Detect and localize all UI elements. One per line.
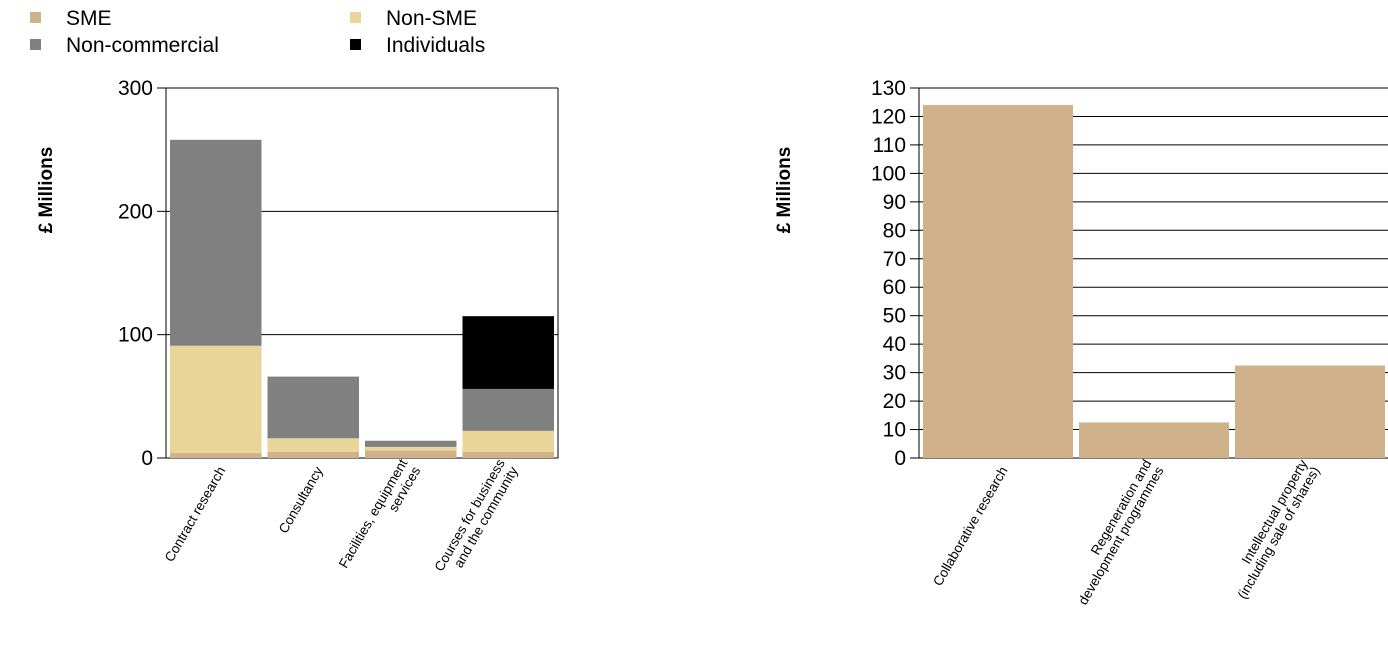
y-tick-label: 100 bbox=[871, 162, 906, 185]
bar-segment bbox=[462, 388, 554, 431]
bar-segment bbox=[462, 316, 554, 389]
bar-segment bbox=[365, 446, 457, 451]
x-category-label-group: Contract research bbox=[162, 464, 229, 564]
y-tick-label: 60 bbox=[883, 276, 906, 299]
legend-swatch bbox=[350, 12, 361, 23]
bar-segment bbox=[170, 453, 262, 458]
legend-label: Non-SME bbox=[386, 7, 477, 30]
y-tick-label: 20 bbox=[883, 390, 906, 413]
x-category-label: Facilities, equipment bbox=[336, 456, 411, 570]
legend-label: SME bbox=[66, 7, 112, 30]
bar-segment bbox=[365, 450, 457, 458]
bar-segment bbox=[365, 440, 457, 447]
y-axis-label: £ Millions bbox=[36, 147, 57, 234]
y-tick-label: 100 bbox=[118, 324, 153, 347]
bar-segment bbox=[267, 451, 359, 458]
bar-segment bbox=[1079, 422, 1229, 458]
x-category-label-group: Collaborative research bbox=[930, 464, 1011, 588]
bar-segment bbox=[170, 345, 262, 454]
bar-segment bbox=[267, 438, 359, 452]
y-tick-label: 0 bbox=[894, 447, 906, 470]
x-category-label: Contract research bbox=[162, 464, 229, 564]
y-tick-label: 40 bbox=[883, 333, 906, 356]
y-tick-label: 300 bbox=[118, 77, 153, 100]
legend-label: Individuals bbox=[386, 34, 485, 57]
bar-segment bbox=[462, 451, 554, 458]
bar-segment bbox=[462, 430, 554, 452]
legend-swatch bbox=[350, 39, 361, 50]
bar-segment bbox=[923, 105, 1073, 459]
bar-segment bbox=[267, 376, 359, 439]
legend-swatch bbox=[30, 12, 41, 23]
bar-segment bbox=[1235, 365, 1385, 458]
x-category-label: Collaborative research bbox=[930, 464, 1011, 588]
y-tick-label: 0 bbox=[141, 447, 153, 470]
y-axis-label: £ Millions bbox=[774, 147, 795, 234]
y-tick-label: 50 bbox=[883, 305, 906, 328]
x-category-label: Consultancy bbox=[276, 464, 326, 536]
legend-swatch bbox=[30, 39, 41, 50]
y-tick-label: 200 bbox=[118, 200, 153, 223]
y-tick-label: 30 bbox=[883, 362, 906, 385]
x-category-label: (including sale of shares) bbox=[1235, 464, 1323, 601]
x-category-label-group: Consultancy bbox=[276, 464, 326, 536]
y-tick-label: 90 bbox=[883, 191, 906, 214]
y-tick-label: 70 bbox=[883, 248, 906, 271]
y-tick-label: 10 bbox=[883, 419, 906, 442]
y-tick-label: 80 bbox=[883, 219, 906, 242]
y-tick-label: 110 bbox=[873, 134, 906, 157]
legend-label: Non-commercial bbox=[66, 34, 219, 57]
x-category-label-group: Intellectual property(including sale of … bbox=[1235, 457, 1323, 602]
y-tick-label: 120 bbox=[871, 105, 906, 128]
bar-segment bbox=[170, 139, 262, 346]
y-tick-label: 130 bbox=[871, 77, 906, 100]
x-category-label: development programmes bbox=[1075, 464, 1167, 608]
